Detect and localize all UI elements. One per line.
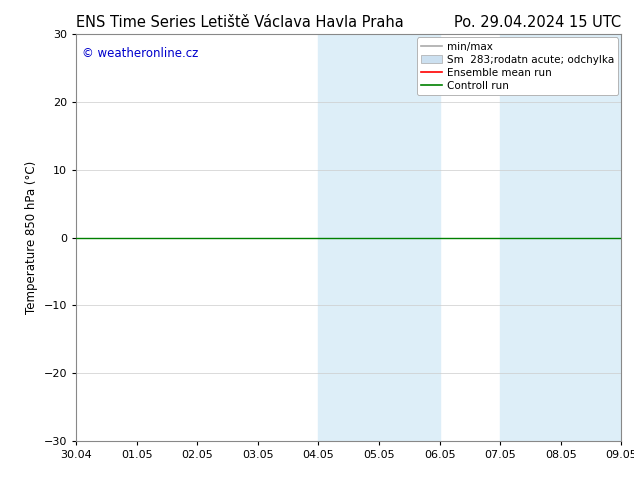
Bar <box>500 34 621 441</box>
Bar <box>318 34 439 441</box>
Legend: min/max, Sm  283;rodatn acute; odchylka, Ensemble mean run, Controll run: min/max, Sm 283;rodatn acute; odchylka, … <box>417 37 618 95</box>
Text: Po. 29.04.2024 15 UTC: Po. 29.04.2024 15 UTC <box>454 15 621 30</box>
Text: © weatheronline.cz: © weatheronline.cz <box>82 47 198 59</box>
Y-axis label: Temperature 850 hPa (°C): Temperature 850 hPa (°C) <box>25 161 38 314</box>
Text: ENS Time Series Letiště Václava Havla Praha: ENS Time Series Letiště Václava Havla Pr… <box>76 15 404 30</box>
